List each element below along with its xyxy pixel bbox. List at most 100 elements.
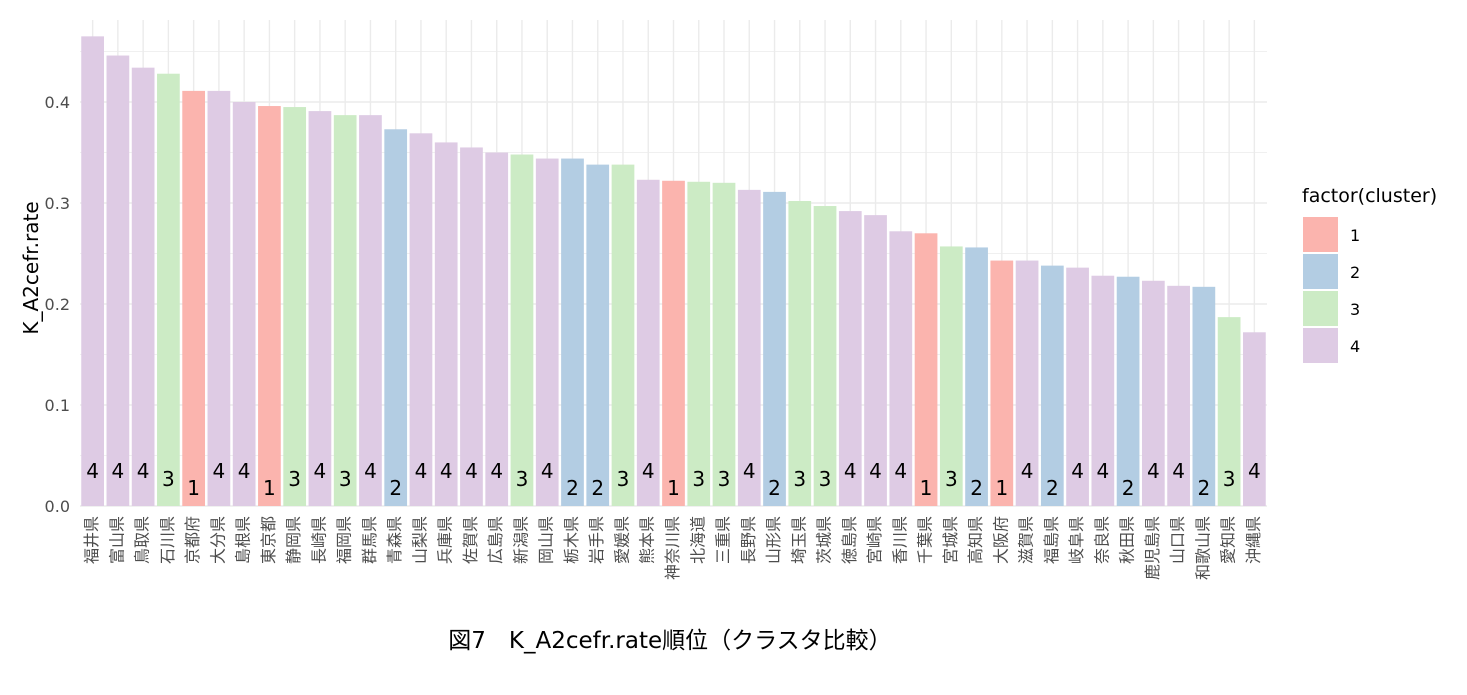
bar-cluster-label: 4 xyxy=(743,459,756,483)
bar-cluster-label: 2 xyxy=(1122,476,1135,500)
legend-title: factor(cluster) xyxy=(1302,185,1437,207)
x-tick-label: 青森県 xyxy=(385,516,404,564)
x-tick-label: 京都府 xyxy=(183,516,202,564)
bar-cluster-label: 2 xyxy=(970,476,983,500)
bar-cluster-label: 3 xyxy=(162,467,175,491)
bar-cluster-label: 4 xyxy=(213,459,226,483)
x-tick-label: 大阪府 xyxy=(991,516,1010,564)
bar-cluster-label: 1 xyxy=(263,476,276,500)
x-tick-label: 福井県 xyxy=(82,516,101,564)
x-tick-label: 岩手県 xyxy=(587,516,606,564)
bar-cluster-label: 3 xyxy=(1223,467,1236,491)
x-tick-label: 埼玉県 xyxy=(789,516,808,564)
bar-cluster-label: 2 xyxy=(1046,476,1059,500)
x-tick-label: 静岡県 xyxy=(284,516,303,564)
chart-caption: 図7 K_A2cefr.rate順位（クラスタ比較） xyxy=(448,628,891,654)
x-tick-label: 兵庫県 xyxy=(436,516,455,564)
x-tick-label: 秋田県 xyxy=(1118,516,1137,564)
bar-cluster-label: 4 xyxy=(112,459,125,483)
bar xyxy=(333,115,357,506)
bar xyxy=(662,180,685,506)
y-tick-label: 0.0 xyxy=(45,497,70,516)
bar-cluster-label: 4 xyxy=(844,459,857,483)
bar xyxy=(636,179,660,506)
bar xyxy=(712,182,736,507)
x-tick-label: 鹿児島県 xyxy=(1143,516,1162,580)
bar-cluster-label: 2 xyxy=(768,476,781,500)
bar-cluster-label: 4 xyxy=(642,459,655,483)
legend-key xyxy=(1303,328,1338,363)
bar-cluster-label: 4 xyxy=(1248,459,1261,483)
bar-cluster-label: 1 xyxy=(920,476,933,500)
bar-cluster-label: 2 xyxy=(566,476,579,500)
bar xyxy=(485,152,509,506)
bar-cluster-label: 1 xyxy=(187,476,200,500)
bar-cluster-label: 2 xyxy=(389,476,402,500)
bar xyxy=(106,55,130,506)
bar-cluster-label: 1 xyxy=(995,476,1008,500)
bar-cluster-label: 4 xyxy=(1071,459,1084,483)
bar-cluster-label: 4 xyxy=(1147,459,1160,483)
x-tick-label: 滋賀県 xyxy=(1017,516,1036,564)
bar-cluster-label: 2 xyxy=(591,476,604,500)
bar xyxy=(763,191,786,506)
bar xyxy=(157,73,180,506)
x-tick-label: 愛媛県 xyxy=(612,516,631,564)
x-tick-label: 島根県 xyxy=(234,516,253,564)
bar-cluster-label: 4 xyxy=(1172,459,1185,483)
x-tick-label: 宮城県 xyxy=(941,516,960,564)
bar-cluster-label: 4 xyxy=(1021,459,1034,483)
legend-label: 2 xyxy=(1350,263,1360,282)
bar xyxy=(207,90,231,506)
bar-cluster-label: 4 xyxy=(541,459,554,483)
legend-label: 1 xyxy=(1350,226,1360,245)
bar xyxy=(1015,260,1039,506)
bar-cluster-label: 2 xyxy=(1197,476,1210,500)
bar xyxy=(1091,275,1115,506)
bar xyxy=(1167,285,1190,506)
bar xyxy=(510,154,534,506)
bar xyxy=(409,133,433,506)
bar xyxy=(384,129,408,506)
legend-key xyxy=(1303,291,1338,326)
bar-cluster-label: 4 xyxy=(137,459,150,483)
x-tick-label: 熊本県 xyxy=(638,516,657,564)
bar-cluster-label: 4 xyxy=(490,459,503,483)
y-axis-ticks: 0.0 0.1 0.2 0.3 0.4 xyxy=(45,93,70,516)
bar xyxy=(561,158,584,506)
bar xyxy=(864,215,887,506)
x-tick-label: 岡山県 xyxy=(537,516,556,564)
bar xyxy=(131,67,155,506)
x-tick-label: 香川県 xyxy=(890,516,909,564)
bar xyxy=(1141,280,1165,506)
bar-cluster-label: 4 xyxy=(894,459,907,483)
x-tick-label: 徳島県 xyxy=(840,516,859,564)
bar xyxy=(737,189,761,506)
bar xyxy=(1040,265,1064,506)
bar xyxy=(1066,267,1089,506)
x-tick-label: 茨城県 xyxy=(815,516,834,564)
bar xyxy=(1243,332,1266,506)
x-tick-label: 高知県 xyxy=(966,516,985,564)
x-tick-label: 山形県 xyxy=(764,516,783,564)
bar xyxy=(889,231,913,506)
bar-cluster-label: 3 xyxy=(617,467,630,491)
bar xyxy=(788,200,812,507)
bar xyxy=(460,147,483,506)
bar-cluster-label: 3 xyxy=(945,467,958,491)
x-tick-label: 沖縄県 xyxy=(1244,516,1263,564)
bar xyxy=(965,247,988,506)
bar-cluster-label: 3 xyxy=(718,467,731,491)
x-tick-label: 三重県 xyxy=(714,516,733,564)
x-tick-label: 和歌山県 xyxy=(1193,516,1212,580)
bar-cluster-label: 3 xyxy=(288,467,301,491)
bar-cluster-label: 3 xyxy=(516,467,529,491)
x-tick-label: 栃木県 xyxy=(562,516,581,564)
legend-label: 4 xyxy=(1350,337,1360,356)
y-tick-label: 0.4 xyxy=(45,93,70,112)
y-axis-label: K_A2cefr.rate xyxy=(19,201,43,334)
x-tick-label: 石川県 xyxy=(158,516,177,564)
x-tick-label: 長崎県 xyxy=(309,516,328,564)
